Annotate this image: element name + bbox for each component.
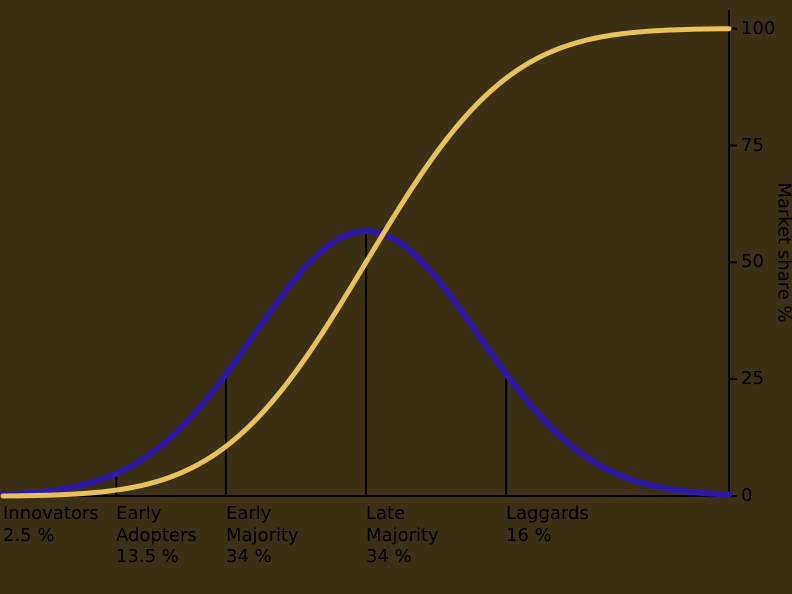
segment-label-late_majority: LateMajority34 %	[366, 503, 439, 568]
y-tick-25: 25	[741, 368, 764, 389]
y-tick-75: 75	[741, 135, 764, 156]
segment-label-early_majority: EarlyMajority34 %	[226, 503, 299, 568]
y-tick-50: 50	[741, 251, 764, 272]
y-axis-label: Market share %	[774, 182, 792, 322]
segment-label-laggards: Laggards16 %	[506, 503, 589, 546]
y-tick-0: 0	[741, 485, 752, 506]
segment-label-early_adopters: EarlyAdopters13.5 %	[116, 503, 197, 568]
segment-label-innovators: Innovators2.5 %	[3, 503, 99, 546]
y-tick-100: 100	[741, 18, 775, 39]
